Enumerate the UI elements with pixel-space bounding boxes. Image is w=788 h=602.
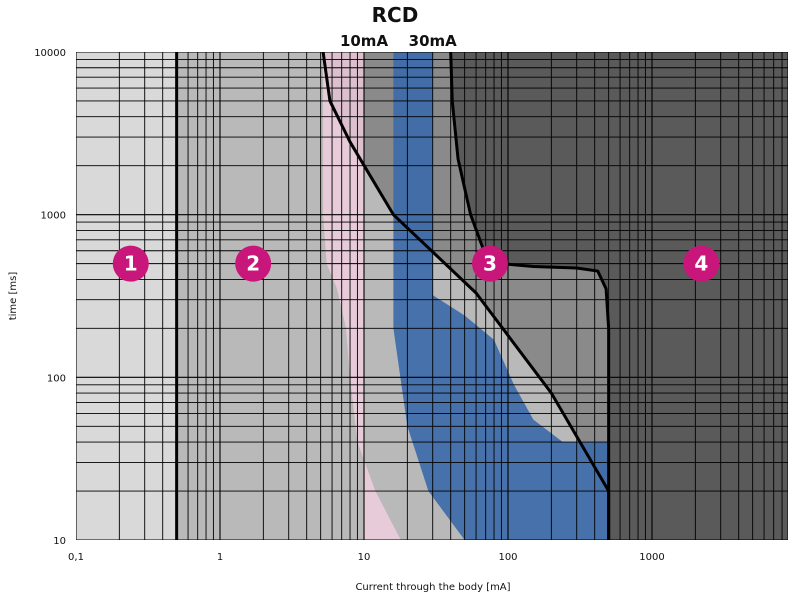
zone-marker-3: 3 (472, 245, 509, 282)
zone-marker-label: 2 (246, 252, 260, 276)
zone-marker-label: 3 (483, 252, 497, 276)
zone-4-area (450, 52, 788, 540)
rcd-label: 30mA (409, 32, 458, 50)
x-tick-label: 1 (217, 552, 223, 563)
y-axis-ticks: 10 100 1000 10000 (34, 48, 66, 547)
x-tick-label: 0,1 (68, 552, 84, 563)
chart-title: RCD (372, 3, 419, 27)
zone-marker-1: 1 (112, 245, 149, 282)
x-tick-label: 100 (498, 552, 517, 563)
zone-marker-label: 1 (124, 252, 138, 276)
rcd-layer (323, 52, 609, 540)
y-tick-label: 100 (47, 373, 66, 384)
y-axis-label: time [ms] (8, 272, 19, 321)
curve-layer (175, 52, 611, 540)
x-axis-label: Current through the body [mA] (355, 582, 510, 593)
boundary-2-3 (321, 52, 611, 540)
zone-marker-4: 4 (683, 245, 720, 282)
x-tick-label: 1000 (639, 552, 664, 563)
zone-marker-label: 4 (694, 252, 708, 276)
y-tick-label: 10000 (34, 48, 66, 59)
zone-marker-circle (112, 245, 149, 282)
x-tick-label: 10 (358, 552, 371, 563)
zone-marker-circle (472, 245, 509, 282)
boundary-3-4 (449, 52, 611, 540)
zone-marker-2: 2 (235, 245, 272, 282)
y-tick-label: 10 (53, 536, 66, 547)
zone-marker-circle (683, 245, 720, 282)
rcd-label: 10mA (340, 32, 389, 50)
zone-marker-circle (235, 245, 272, 282)
rcd-10ma-region (323, 52, 401, 540)
y-tick-label: 1000 (41, 211, 66, 222)
x-axis-ticks: 0,1 1 10 100 1000 (68, 552, 665, 563)
rcd-30ma-region (393, 52, 609, 540)
rcd-labels: 10mA 30mA (340, 32, 457, 50)
marker-layer: 1 2 3 4 (112, 245, 720, 282)
